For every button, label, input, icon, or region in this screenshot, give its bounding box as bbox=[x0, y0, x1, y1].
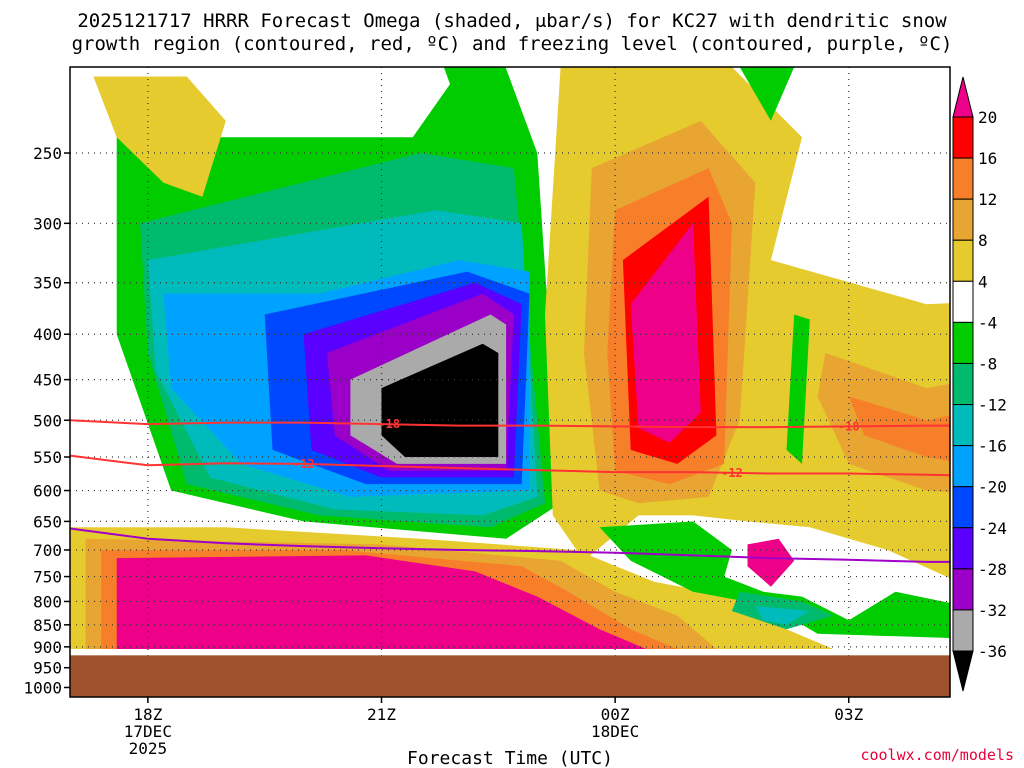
y-tick-label-400: 400 bbox=[33, 325, 62, 344]
colorbar-label--32: -32 bbox=[978, 601, 1007, 620]
colorbar-label--28: -28 bbox=[978, 560, 1007, 579]
y-tick-label-650: 650 bbox=[33, 512, 62, 531]
y-tick-label-550: 550 bbox=[33, 448, 62, 467]
contour-dgz-minus-18 bbox=[70, 419, 950, 429]
omega-region-descent-east-core bbox=[630, 223, 701, 443]
x-tick-label-21Z: 21Z bbox=[367, 705, 396, 724]
y-tick-label-500: 500 bbox=[33, 411, 62, 430]
colorbar-swatch-9 bbox=[952, 486, 974, 529]
colorbar-label--24: -24 bbox=[978, 519, 1007, 538]
contour-label-dgz-minus-18-0: -18 bbox=[378, 417, 400, 431]
colorbar-swatch-7 bbox=[952, 404, 974, 447]
omega-region-ascent-low-green bbox=[599, 521, 950, 638]
colorbar-label--20: -20 bbox=[978, 478, 1007, 497]
omega-region-descent-low-core bbox=[116, 555, 647, 649]
contour-freezing-level bbox=[70, 527, 950, 563]
colorbar-label--16: -16 bbox=[978, 437, 1007, 456]
plot-area: -18-18-18-12-120 bbox=[70, 67, 950, 697]
omega-region-descent-mid-orange2 bbox=[848, 396, 950, 462]
colorbar-top-arrow bbox=[952, 76, 974, 118]
colorbar-swatch-8 bbox=[952, 445, 974, 488]
colorbar-label--36: -36 bbox=[978, 642, 1007, 661]
colorbar-label-16: 16 bbox=[978, 149, 997, 168]
colorbar-swatch-5 bbox=[952, 321, 974, 364]
colorbar-swatch-1 bbox=[952, 157, 974, 200]
plot-frame bbox=[69, 66, 951, 698]
contour-label-dgz-minus-12-1: -12 bbox=[721, 466, 743, 480]
ground-below-surface bbox=[70, 655, 950, 697]
x-tick-label-17DEC: 17DEC bbox=[124, 722, 172, 741]
y-axis-ticks: 250 300 350 400 450 500 550 600 650 700 750 800 850 9… bbox=[23, 144, 70, 697]
y-tick-label-950: 950 bbox=[33, 659, 62, 678]
x-tick-label-03Z: 03Z bbox=[834, 705, 863, 724]
y-tick-label-350: 350 bbox=[33, 274, 62, 293]
colorbar-label--8: -8 bbox=[978, 354, 997, 373]
x-tick-label-18Z: 18Z bbox=[133, 705, 162, 724]
y-tick-label-800: 800 bbox=[33, 592, 62, 611]
x-tick-label-00Z: 00Z bbox=[601, 705, 630, 724]
colorbar-label-4: 4 bbox=[978, 272, 988, 291]
contour-label-dgz-minus-18-1: -18 bbox=[838, 419, 860, 433]
x-tick-label-18DEC: 18DEC bbox=[591, 722, 639, 741]
y-tick-label-1000: 1000 bbox=[23, 678, 62, 697]
x-axis-label: Forecast Time (UTC) bbox=[407, 748, 613, 768]
colorbar-label-8: 8 bbox=[978, 231, 988, 250]
x-tick-label-2025: 2025 bbox=[129, 739, 168, 758]
colorbar-swatch-2 bbox=[952, 198, 974, 241]
colorbar-swatch-11 bbox=[952, 568, 974, 611]
colorbar-swatch-0 bbox=[952, 116, 974, 159]
y-tick-label-600: 600 bbox=[33, 482, 62, 501]
omega-region-ascent-aloft-left bbox=[443, 67, 522, 153]
y-tick-label-250: 250 bbox=[33, 144, 62, 163]
colorbar-swatch-4 bbox=[952, 280, 974, 323]
contour-dgz-minus-12 bbox=[70, 454, 950, 477]
omega-shading bbox=[70, 67, 950, 649]
colorbar-label--12: -12 bbox=[978, 396, 1007, 415]
omega-region-ascent-column-core bbox=[381, 343, 499, 457]
watermark: coolwx.com/models bbox=[860, 746, 1014, 764]
omega-region-ascent-top-green bbox=[739, 67, 795, 121]
omega-region-ascent-low-cyan bbox=[755, 606, 810, 625]
y-tick-label-300: 300 bbox=[33, 214, 62, 233]
temperature-contours: -18-18-18-12-120 bbox=[70, 417, 950, 563]
y-tick-label-900: 900 bbox=[33, 638, 62, 657]
colorbar: 20 16 12 8 4 -4 -8 -12 -16 -20 -24 -28 -32 -36 bbox=[952, 76, 1007, 692]
colorbar-label-12: 12 bbox=[978, 190, 997, 209]
colorbar-swatch-3 bbox=[952, 239, 974, 282]
colorbar-bottom-arrow bbox=[952, 650, 974, 692]
colorbar-swatch-10 bbox=[952, 527, 974, 570]
y-tick-label-450: 450 bbox=[33, 371, 62, 390]
chart-title-line1: 2025121717 HRRR Forecast Omega (shaded, … bbox=[77, 10, 947, 32]
y-tick-label-750: 750 bbox=[33, 568, 62, 587]
omega-region-descent-aloft-yellow bbox=[93, 76, 226, 197]
y-tick-label-700: 700 bbox=[33, 541, 62, 560]
contour-label-dgz-minus-12-0: -12 bbox=[293, 457, 315, 471]
colorbar-swatch-6 bbox=[952, 362, 974, 406]
chart-title-line2: growth region (contoured, red, ºC) and f… bbox=[72, 33, 953, 55]
omega-region-descent-blip-core bbox=[747, 538, 795, 587]
colorbar-label--4: -4 bbox=[978, 313, 997, 332]
colorbar-label-20: 20 bbox=[978, 108, 997, 127]
colorbar-swatch-12 bbox=[952, 609, 974, 652]
y-tick-label-850: 850 bbox=[33, 616, 62, 635]
